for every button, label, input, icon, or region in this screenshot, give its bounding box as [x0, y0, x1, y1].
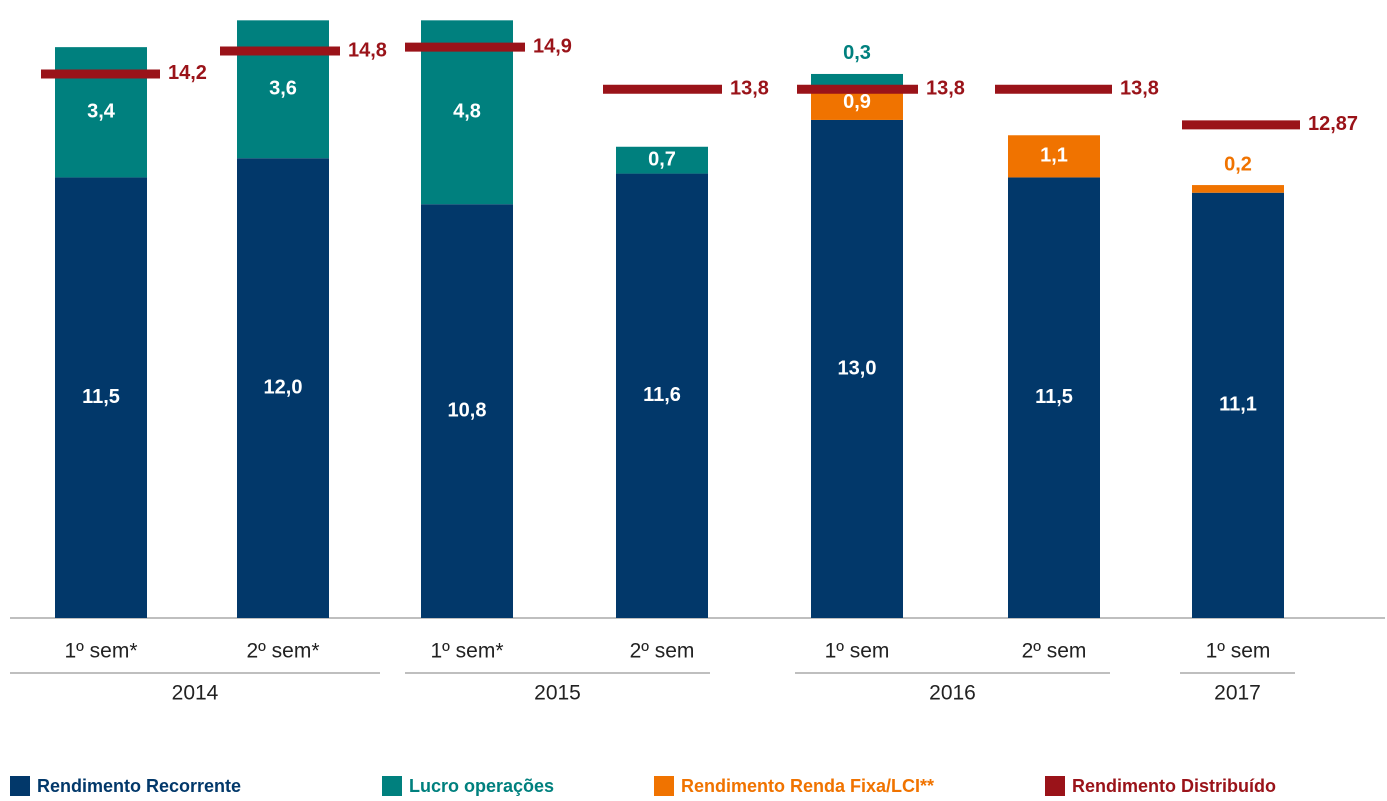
bar-segment [55, 177, 147, 618]
x-tick-label: 2º sem [1022, 640, 1087, 663]
x-tick-label: 1º sem [825, 640, 890, 663]
value-label: 3,4 [87, 101, 116, 123]
value-label: 12,87 [1308, 113, 1358, 135]
value-label: 1,1 [1040, 145, 1068, 167]
value-label: 13,8 [730, 78, 769, 100]
legend-swatch [10, 776, 30, 796]
bar-segment [616, 173, 708, 618]
legend-label: Rendimento Recorrente [37, 776, 241, 796]
legend-swatch [382, 776, 402, 796]
value-label: 13,0 [838, 357, 877, 379]
group-label: 2015 [534, 682, 581, 705]
bar-segment [1008, 135, 1100, 178]
value-label: 13,8 [1120, 78, 1159, 100]
value-label: 0,9 [843, 91, 871, 113]
value-label: 13,8 [926, 78, 965, 100]
value-label: 3,6 [269, 78, 297, 100]
value-label: 0,2 [1224, 153, 1252, 175]
bar-segment [811, 73, 903, 86]
value-label: 11,5 [82, 386, 120, 408]
bar-segment [1192, 192, 1284, 618]
bar-segment [1008, 177, 1100, 618]
legend-label: Rendimento Distribuído [1072, 776, 1276, 796]
value-label: 11,5 [1035, 386, 1073, 408]
x-tick-label: 1º sem [1206, 640, 1271, 663]
bar-segment [237, 20, 329, 159]
value-label: 10,8 [448, 399, 487, 421]
bar-segment [237, 158, 329, 618]
bar-segment [1192, 185, 1284, 193]
value-label: 12,0 [264, 376, 303, 398]
value-label: 14,8 [348, 39, 387, 61]
value-label: 0,3 [843, 42, 871, 64]
value-label: 14,9 [533, 35, 572, 57]
legend-swatch [654, 776, 674, 796]
bar-segment [55, 47, 147, 178]
legend-swatch [1045, 776, 1065, 796]
legend-label: Lucro operações [409, 776, 554, 796]
value-label: 11,6 [643, 384, 681, 406]
x-tick-label: 1º sem* [64, 640, 137, 663]
value-label: 11,1 [1219, 394, 1257, 416]
group-label: 2017 [1214, 682, 1261, 705]
bar-segment [616, 146, 708, 174]
value-label: 0,7 [648, 148, 676, 170]
x-tick-label: 2º sem* [246, 640, 319, 663]
value-label: 14,2 [168, 62, 207, 84]
group-label: 2014 [172, 682, 219, 705]
legend-label: Rendimento Renda Fixa/LCI** [681, 776, 934, 796]
bar-segment [421, 204, 513, 618]
group-label: 2016 [929, 682, 976, 705]
value-label: 4,8 [453, 101, 481, 123]
bar-segment [811, 119, 903, 618]
x-tick-label: 1º sem* [430, 640, 503, 663]
x-tick-label: 2º sem [630, 640, 695, 663]
